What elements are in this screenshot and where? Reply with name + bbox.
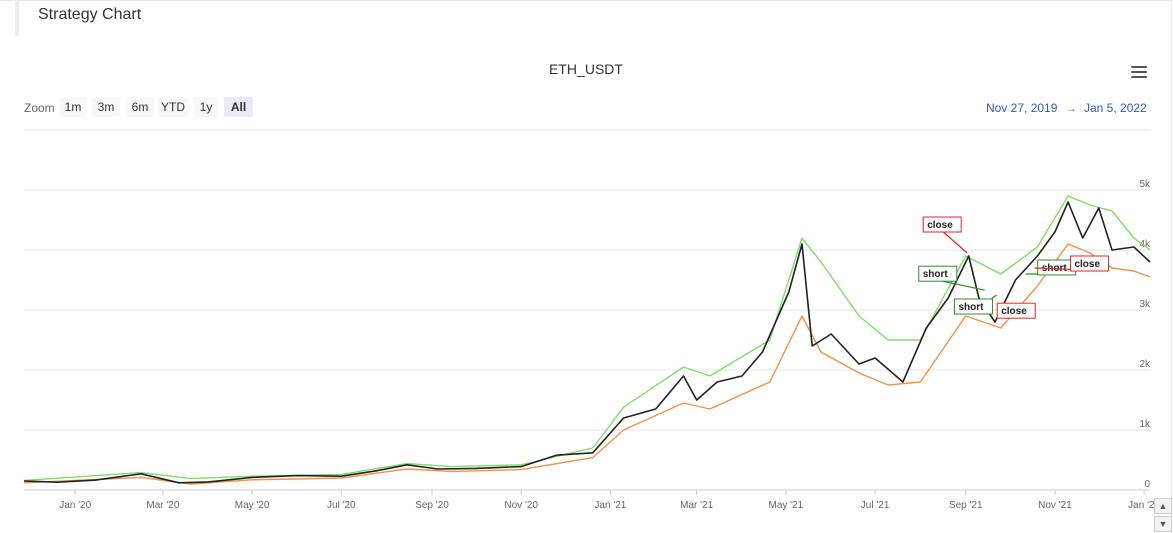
y-tick-label: 0 bbox=[1144, 479, 1150, 490]
annotation-close-label: close bbox=[1001, 306, 1027, 317]
annotation-pointer bbox=[941, 230, 968, 254]
panel-title: Strategy Chart bbox=[38, 6, 142, 23]
annotation-flag bbox=[922, 216, 962, 233]
series-line-lower-band bbox=[23, 243, 1151, 485]
range-arrow: → bbox=[1065, 101, 1077, 115]
x-tick-label: Mar '21 bbox=[680, 500, 713, 511]
y-tick-label: 1k bbox=[1139, 419, 1151, 430]
scroll-down-icon[interactable]: ▼ bbox=[1154, 516, 1172, 532]
y-tick-label: 3k bbox=[1139, 299, 1151, 310]
zoom-ytd-button[interactable]: YTD bbox=[158, 97, 188, 117]
x-tick-label: Jul '21 bbox=[861, 500, 890, 511]
scroll-up-icon[interactable]: ▲ bbox=[1154, 498, 1172, 514]
annotation-close-label: close bbox=[927, 220, 953, 231]
panel-accent-bar bbox=[15, 0, 19, 36]
annotation-flag bbox=[996, 302, 1036, 319]
range-to-input[interactable]: Jan 5, 2022 bbox=[1084, 101, 1147, 115]
zoom-all-button[interactable]: All bbox=[224, 97, 253, 117]
x-tick-label: Sep '20 bbox=[415, 500, 449, 511]
zoom-3m-button[interactable]: 3m bbox=[92, 97, 120, 117]
range-from-input[interactable]: Nov 27, 2019 bbox=[986, 101, 1058, 115]
x-tick-label: May '20 bbox=[235, 500, 270, 511]
x-tick-label: Jan '21 bbox=[594, 500, 626, 511]
zoom-6m-button[interactable]: 6m bbox=[126, 97, 154, 117]
annotation-short-label: short bbox=[958, 302, 984, 313]
y-tick-label: 4k bbox=[1139, 239, 1151, 250]
zoom-1y-button[interactable]: 1y bbox=[194, 97, 218, 117]
x-tick-label: Jan '20 bbox=[59, 500, 91, 511]
series-line-upper-band bbox=[23, 195, 1151, 482]
annotation-close-label: close bbox=[1074, 259, 1100, 270]
series-line-price bbox=[23, 201, 1151, 484]
x-tick-label: May '21 bbox=[769, 500, 804, 511]
chart-title: ETH_USDT bbox=[549, 61, 623, 77]
x-tick-label: Jul '20 bbox=[327, 500, 356, 511]
x-tick-label: Jan '22 bbox=[1128, 500, 1160, 511]
y-tick-label: 5k bbox=[1139, 179, 1151, 190]
y-tick-label: 2k bbox=[1139, 359, 1151, 370]
annotation-flag bbox=[953, 298, 993, 315]
zoom-label: Zoom bbox=[24, 101, 55, 115]
x-tick-label: Sep '21 bbox=[949, 500, 983, 511]
annotation-flag bbox=[1069, 255, 1109, 272]
x-tick-label: Nov '20 bbox=[504, 500, 538, 511]
x-tick-label: Nov '21 bbox=[1038, 500, 1072, 511]
annotation-flag bbox=[918, 265, 958, 282]
zoom-1m-button[interactable]: 1m bbox=[60, 97, 86, 117]
annotation-pointer bbox=[937, 279, 985, 291]
chart-menu-icon[interactable] bbox=[1131, 66, 1147, 80]
x-tick-label: Mar '20 bbox=[146, 500, 179, 511]
annotation-short-label: short bbox=[923, 269, 949, 280]
